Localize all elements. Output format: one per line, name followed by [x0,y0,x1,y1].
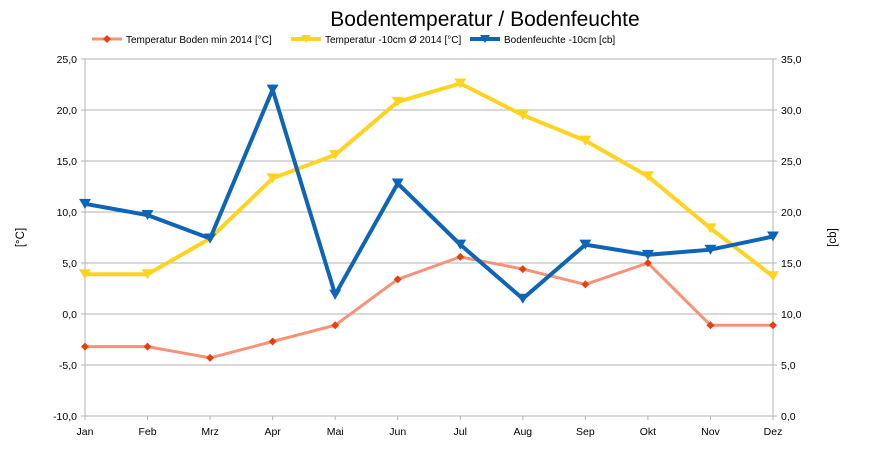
data-point [641,171,654,182]
legend-label: Temperatur -10cm Ø 2014 [°C] [325,35,461,46]
y-tick-label: -5,0 [59,360,77,372]
x-tick-label: Mai [327,426,344,438]
data-point [456,252,465,261]
y-tick-label: 25,0 [57,54,78,66]
y-tick-label: 10,0 [57,207,78,219]
data-point [643,259,652,267]
legend-marker [103,35,111,43]
data-point [579,239,592,250]
data-point [268,337,277,346]
data-point [206,353,215,362]
y-tick-label: 0,0 [62,309,77,321]
data-point [391,96,404,107]
data-point [266,173,279,184]
data-point [767,231,779,242]
data-point [79,198,91,209]
data-point [329,149,342,160]
x-tick-label: Dez [764,426,783,438]
legend-marker [301,35,311,43]
data-point [516,293,529,304]
legend-marker [480,35,490,43]
legend-label: Bodenfeuchte -10cm [cb] [504,35,615,46]
y2-axis-title: [cb] [827,228,839,247]
data-point [769,321,777,330]
y2-tick-label: 15,0 [781,258,802,270]
y2-tick-label: 0,0 [781,411,796,423]
data-point [454,78,467,89]
x-tick-label: Jan [77,426,94,438]
data-point [516,110,529,121]
x-tick-label: Mrz [201,426,219,438]
y-axis-title: [°C] [15,228,27,247]
x-tick-label: Okt [640,426,656,438]
data-point [329,289,342,300]
chart-title: Bodentemperatur / Bodenfeuchte [330,8,640,31]
y2-tick-label: 20,0 [781,207,802,219]
legend-item: Bodenfeuchte -10cm [cb] [470,35,615,46]
axes-layer: 25,0 35,0 20,0 30,0 15,0 25,0 10,0 20,0 5,0 15,0 0… [53,54,802,438]
data-point [579,135,592,146]
grid-layer [85,58,773,417]
y-tick-label: 5,0 [62,258,77,270]
legend-item: Temperatur Boden min 2014 [°C] [92,35,272,46]
data-point [767,271,779,282]
data-point [79,269,91,280]
data-point [143,342,152,351]
y-tick-label: 20,0 [57,105,78,117]
series-3 [79,83,779,304]
data-point [204,233,217,244]
data-point [141,269,154,280]
x-tick-label: Feb [138,426,156,438]
legend-item: Temperatur -10cm Ø 2014 [°C] [291,35,461,46]
y2-tick-label: 25,0 [781,156,802,168]
x-tick-label: Sep [576,426,595,438]
series-1 [81,252,777,362]
data-point [266,84,279,95]
x-tick-label: Nov [701,426,720,438]
data-point [391,178,404,189]
data-point [393,275,402,284]
data-point [81,342,89,351]
data-point [454,239,467,250]
series-line [84,83,774,302]
data-point [706,321,715,330]
series-line [85,81,775,278]
data-point [518,265,527,274]
y2-tick-label: 35,0 [781,54,802,66]
data-point [331,321,340,330]
legend: Temperatur Boden min 2014 [°C] Temperatur… [92,35,615,46]
y-tick-label: -10,0 [53,411,77,423]
x-tick-label: Jun [389,426,406,438]
data-point [704,223,717,234]
legend-label: Temperatur Boden min 2014 [°C] [126,35,272,46]
y2-tick-label: 30,0 [781,105,802,117]
y2-tick-label: 10,0 [781,309,802,321]
data-point [704,244,717,255]
x-tick-label: Apr [264,426,281,438]
y2-tick-label: 5,0 [781,360,796,372]
data-point [641,249,654,260]
x-tick-label: Jul [454,426,467,438]
data-point [141,210,154,221]
y-tick-label: 15,0 [57,156,78,168]
data-point [581,280,590,289]
x-tick-label: Aug [513,426,532,438]
series-line [85,255,773,360]
series-layer [79,78,779,362]
